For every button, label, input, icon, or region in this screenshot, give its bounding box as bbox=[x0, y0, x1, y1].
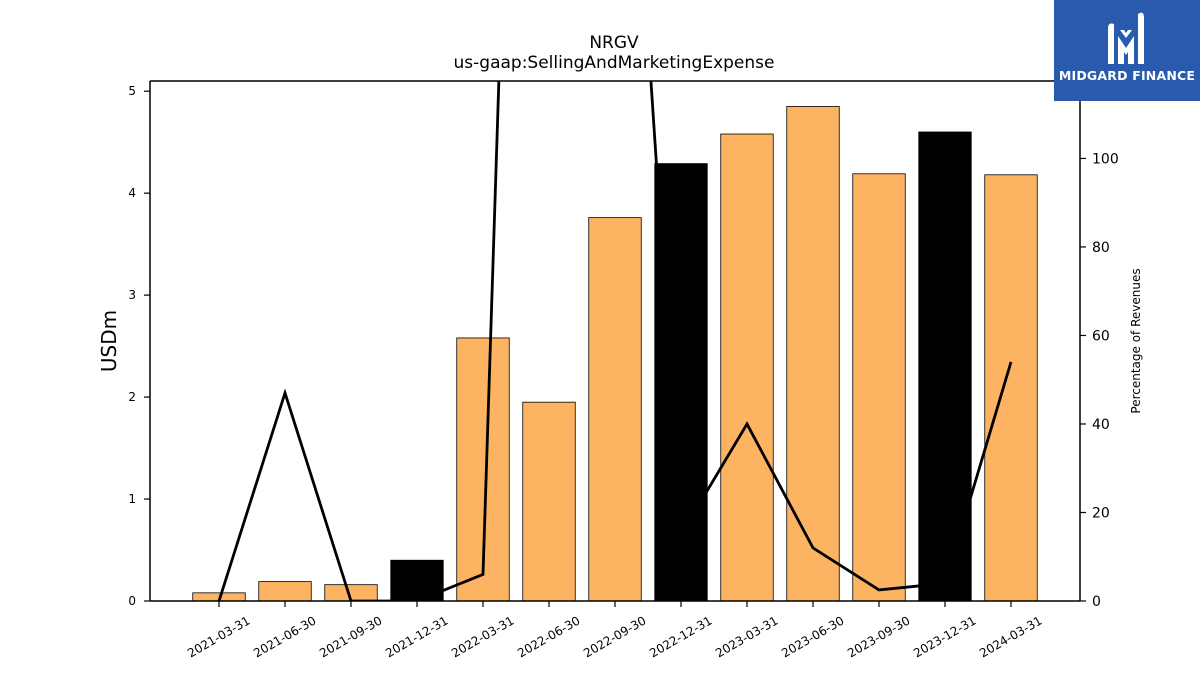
y-axis-label: USDm bbox=[97, 310, 121, 372]
x-tick-label-2021-09-30: 2021-09-30 bbox=[317, 613, 384, 660]
brand-logo: MIDGARD FINANCE bbox=[1054, 0, 1200, 101]
x-tick-label-2023-03-31: 2023-03-31 bbox=[713, 613, 780, 660]
y2-tick-label-20: 20 bbox=[1092, 505, 1110, 521]
x-tick-label-2021-12-31: 2021-12-31 bbox=[383, 613, 450, 660]
y-tick-label-2: 2 bbox=[128, 390, 136, 404]
x-tick-label-2022-03-31: 2022-03-31 bbox=[449, 613, 516, 660]
chart-subtitle: us-gaap:SellingAndMarketingExpense bbox=[454, 53, 775, 73]
y2-axis-label: Percentage of Revenues bbox=[1129, 268, 1143, 413]
x-tick-label-2023-09-30: 2023-09-30 bbox=[845, 613, 912, 660]
logo-text: MIDGARD FINANCE bbox=[1058, 68, 1196, 83]
y-tick-label-5: 5 bbox=[128, 84, 136, 98]
bar-2024-03-31 bbox=[984, 174, 1038, 602]
bar-2023-06-30 bbox=[786, 106, 840, 602]
bar-2022-09-30 bbox=[588, 217, 642, 602]
y-tick-label-4: 4 bbox=[128, 186, 136, 200]
x-tick-label-2022-06-30: 2022-06-30 bbox=[515, 613, 582, 660]
logo-mark-icon bbox=[1108, 12, 1144, 65]
y-tick-label-1: 1 bbox=[128, 492, 136, 506]
y2-tick-label-0: 0 bbox=[1092, 594, 1101, 610]
percentage-line bbox=[217, 81, 1013, 601]
bar-2023-03-31 bbox=[720, 133, 774, 602]
bar-2022-06-30 bbox=[522, 401, 576, 602]
x-tick-label-2024-03-31: 2024-03-31 bbox=[977, 613, 1044, 660]
x-tick-label-2022-09-30: 2022-09-30 bbox=[581, 613, 648, 660]
bar-2021-06-30 bbox=[258, 581, 312, 602]
line-layer bbox=[217, 81, 1013, 601]
x-tick-label-2023-06-30: 2023-06-30 bbox=[779, 613, 846, 660]
x-tick-label-2022-12-31: 2022-12-31 bbox=[647, 613, 714, 660]
y-tick-label-0: 0 bbox=[128, 594, 136, 608]
x-tick-label-2021-03-31: 2021-03-31 bbox=[185, 613, 252, 660]
y2-tick-label-60: 60 bbox=[1092, 328, 1110, 344]
y2-tick-label-100: 100 bbox=[1092, 151, 1119, 167]
y2-tick-label-40: 40 bbox=[1092, 417, 1110, 433]
x-tick-label-2021-06-30: 2021-06-30 bbox=[251, 613, 318, 660]
y2-tick-label-80: 80 bbox=[1092, 240, 1110, 256]
x-tick-label-2023-12-31: 2023-12-31 bbox=[911, 613, 978, 660]
bars-layer bbox=[192, 106, 1038, 602]
bar-2023-12-31 bbox=[918, 131, 972, 602]
y-tick-label-3: 3 bbox=[128, 288, 136, 302]
bar-2023-09-30 bbox=[852, 173, 906, 602]
chart-title: NRGV bbox=[589, 33, 639, 53]
